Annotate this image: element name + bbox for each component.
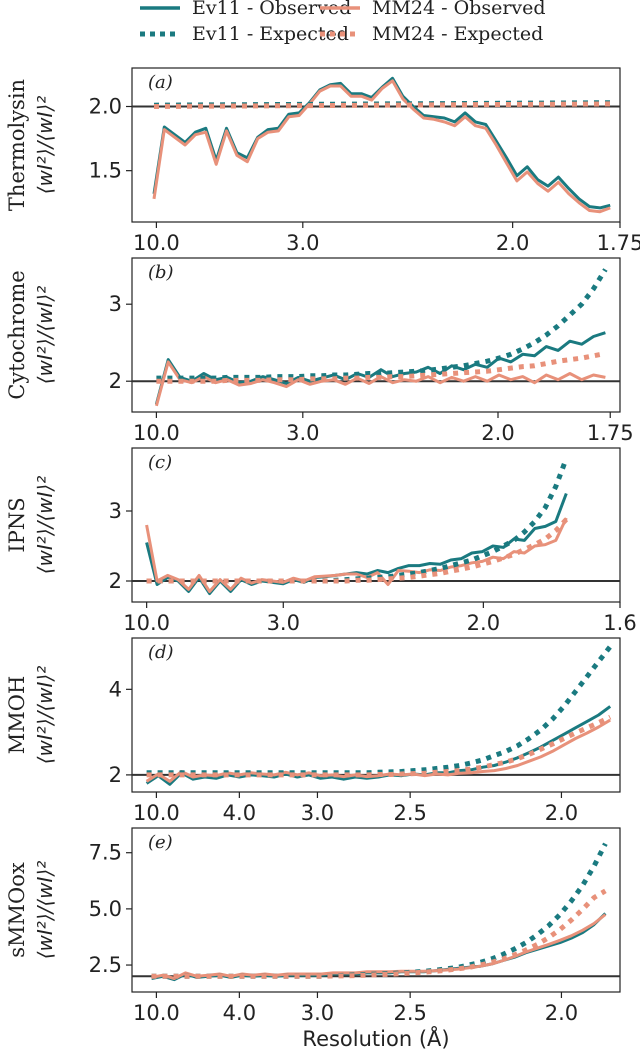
panel-4-ytick-label-1: 2 (109, 763, 122, 787)
panel-1-ylabel-name: Thermolysin (5, 79, 29, 211)
legend-label-4: MM24 - Expected (372, 23, 543, 45)
panel-5-xtick-label-2: 4.0 (223, 1001, 256, 1025)
panel-2-xtick-label-1: 10.0 (133, 421, 180, 445)
panel-1-ylabel-formula: ⟨wI²⟩/⟨wI⟩² (33, 96, 57, 195)
panel-3-frame (131, 447, 621, 603)
panel-5-ytick-label-3: 7.5 (89, 841, 122, 865)
panel-3-ylabel-formula: ⟨wI²⟩/⟨wI⟩² (33, 476, 57, 575)
panel-1-ytick-label-2: 2.0 (89, 95, 122, 119)
panel-5-ytick-label-2: 5.0 (89, 897, 122, 921)
panel-1-series-2-line (152, 79, 611, 214)
panel-2-series-3-line (156, 268, 608, 381)
panel-1-tag: (a) (148, 72, 173, 93)
panel-1-xtick-label-1: 10.0 (133, 231, 180, 255)
panel-3-xtick-label-2: 3.0 (267, 611, 300, 635)
panel-2-ytick-label-1: 2 (109, 369, 122, 393)
panel-4-xtick-label-4: 2.5 (393, 801, 426, 825)
panel-4-xtick-label-1: 10.0 (133, 801, 180, 825)
legend-label-2: MM24 - Observed (372, 0, 546, 19)
panel-5-xtick-label-3: 3.0 (301, 1001, 334, 1025)
panel-5-xtick-label-1: 10.0 (133, 1001, 180, 1025)
panel-3-ytick-label-2: 3 (109, 499, 122, 523)
panel-2-xtick-label-2: 3.0 (286, 421, 319, 445)
panel-1-xtick-label-4: 1.75 (597, 231, 640, 255)
panel-4-frame (131, 637, 621, 793)
panel-2-series-1-line (154, 331, 606, 405)
panel-5-series-4-line (151, 888, 607, 979)
panel-3-xtick-label-4: 1.6 (603, 611, 636, 635)
panel-3-series-4-line (146, 517, 569, 584)
panel-2-xtick-label-4: 1.75 (587, 421, 634, 445)
legend-label-3: Ev11 - Expected (192, 23, 349, 45)
panel-5-series-3-line (151, 842, 608, 979)
panel-3-xtick-label-3: 2.0 (467, 611, 500, 635)
panel-4-series-4-line (146, 714, 612, 778)
panel-4-ytick-label-2: 4 (109, 677, 122, 701)
panel-1-frame (131, 67, 621, 223)
panel-5-ytick-label-1: 2.5 (89, 953, 122, 977)
panel-4-xtick-label-3: 3.0 (301, 801, 334, 825)
panel-2-frame (131, 257, 621, 413)
panel-3-tag: (c) (148, 452, 172, 473)
panel-2-ytick-label-2: 3 (109, 292, 122, 316)
panel-2-ylabel-formula: ⟨wI²⟩/⟨wI⟩² (33, 286, 57, 385)
panel-2-series-4-line (156, 351, 606, 384)
panel-5-xtick-label-5: 2.0 (545, 1001, 578, 1025)
panel-5-series-2-line (151, 913, 607, 980)
panel-1-xtick-label-3: 2.0 (496, 231, 529, 255)
panel-4-xtick-label-5: 2.0 (545, 801, 578, 825)
panel-1-xtick-label-2: 3.0 (286, 231, 319, 255)
panel-3-ytick-label-1: 2 (109, 569, 122, 593)
panel-5-tag: (e) (148, 832, 173, 853)
x-axis-label: Resolution (Å) (302, 1025, 449, 1051)
panel-4-ylabel-name: MMOH (5, 676, 29, 755)
panel-4-ylabel-formula: ⟨wI²⟩/⟨wI⟩² (33, 666, 57, 765)
panel-5-ylabel-formula: ⟨wI²⟩/⟨wI⟩² (33, 861, 57, 960)
legend-label-1: Ev11 - Observed (192, 0, 351, 19)
panel-3-xtick-label-1: 10.0 (123, 611, 170, 635)
panel-2-ylabel-name: Cytochrome (5, 270, 29, 399)
panel-4-series-3-line (146, 645, 613, 776)
panel-4-xtick-label-2: 4.0 (223, 801, 256, 825)
panel-3-series-3-line (146, 457, 569, 584)
panel-3-ylabel-name: IPNS (5, 497, 29, 552)
panel-5-ylabel-name: sMMOox (5, 862, 29, 958)
panel-2-tag: (b) (148, 262, 174, 283)
panel-4-tag: (d) (148, 642, 174, 663)
panel-1-ytick-label-1: 1.5 (89, 159, 122, 183)
panel-2-xtick-label-3: 2.0 (481, 421, 514, 445)
panel-5-xtick-label-4: 2.5 (393, 1001, 426, 1025)
panel-5-frame (131, 827, 621, 993)
